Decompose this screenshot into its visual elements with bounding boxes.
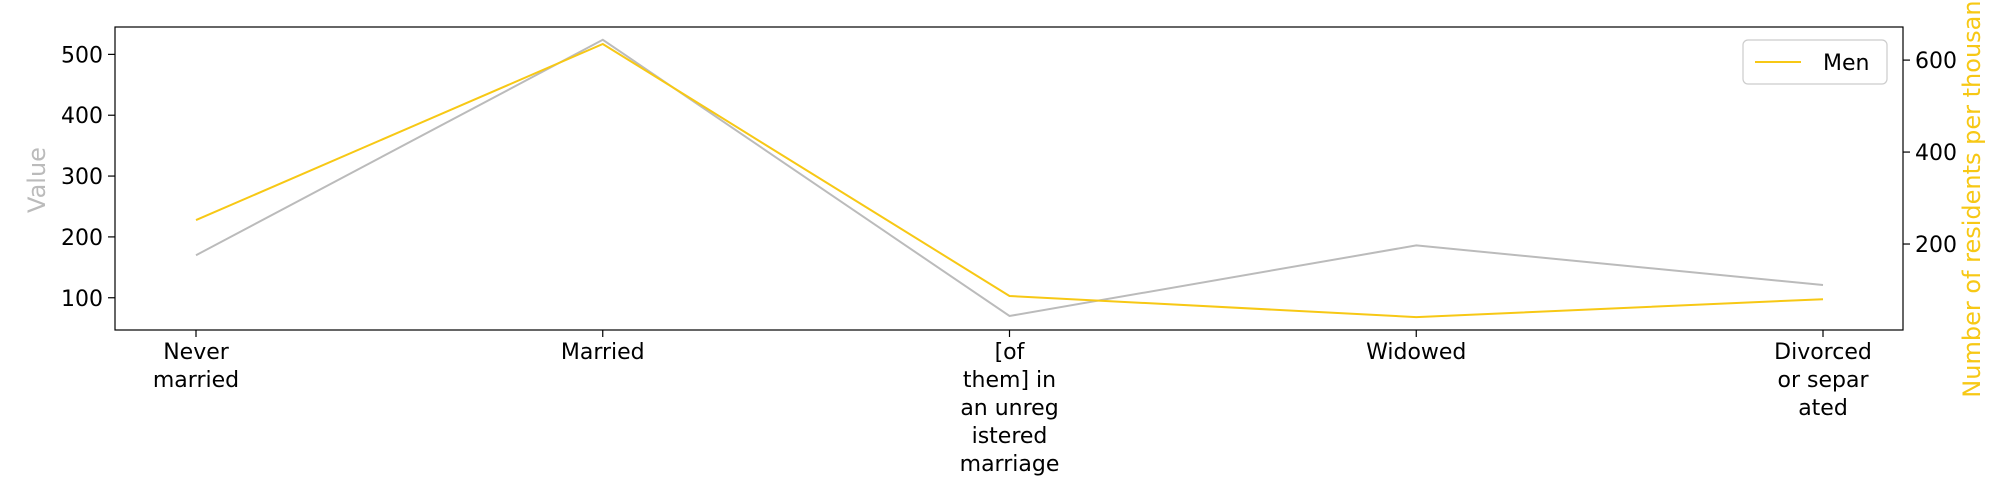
x-axis: Never married Married [of them] in an unreg is… xyxy=(153,330,1872,477)
y-right-tick-label: 400 xyxy=(1915,141,1957,166)
y-right-tick-label: 200 xyxy=(1915,233,1957,258)
x-tick-label-line: them] in xyxy=(963,368,1056,393)
x-tick-label-line: or separ xyxy=(1778,368,1870,393)
x-tick-label: Widowed xyxy=(1366,340,1466,365)
legend-box xyxy=(1742,39,1888,85)
x-tick-label-line: Married xyxy=(561,340,645,365)
y-axis-left: 100 200 300 400 500 xyxy=(61,43,115,312)
x-tick-label-line: an unreg xyxy=(960,396,1058,421)
y-right-tick-label: 600 xyxy=(1915,49,1957,74)
y-left-tick-label: 400 xyxy=(61,104,103,129)
legend-label: Men xyxy=(1823,51,1869,76)
x-tick-label-line: marriage xyxy=(960,452,1060,477)
y-axis-right: 200 400 600 xyxy=(1903,49,1957,258)
x-tick-label-line: married xyxy=(153,368,239,393)
x-tick-label-line: Divorced xyxy=(1774,340,1872,365)
x-tick-label-line: istered xyxy=(972,424,1048,449)
legend: Men xyxy=(1742,39,1888,85)
x-tick-label: Married xyxy=(561,340,645,365)
y-axis-left-title: Value xyxy=(23,147,51,213)
x-tick-label: [of them] in an unreg istered marriage xyxy=(960,340,1060,477)
y-left-tick-label: 100 xyxy=(61,287,103,312)
y-left-tick-label: 200 xyxy=(61,226,103,251)
y-left-tick-label: 300 xyxy=(61,165,103,190)
x-tick-label-line: [of xyxy=(995,340,1026,365)
x-tick-label-line: Widowed xyxy=(1366,340,1466,365)
y-axis-right-title: Number of residents per thousand p xyxy=(1958,0,1986,398)
plot-frame xyxy=(114,26,1904,331)
x-tick-label: Divorced or separ ated xyxy=(1774,340,1872,421)
y-left-tick-label: 500 xyxy=(61,43,103,68)
x-tick-label-line: Never xyxy=(163,340,230,365)
series-line-men xyxy=(195,42,1824,319)
series-line-value xyxy=(195,38,1824,318)
x-tick-label: Never married xyxy=(153,340,239,393)
series-lines xyxy=(195,38,1824,319)
x-tick-label-line: ated xyxy=(1798,396,1848,421)
